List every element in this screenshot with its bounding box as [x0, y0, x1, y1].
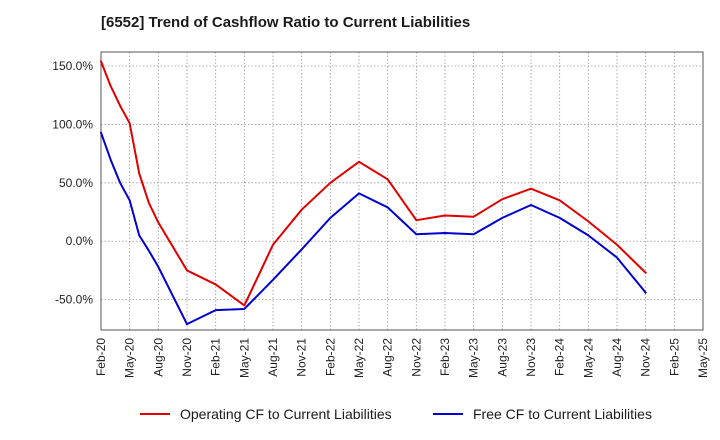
grid-layer [100, 52, 704, 330]
x-tick-label: Nov-24 [639, 338, 653, 377]
y-tick-label: 100.0% [52, 117, 93, 131]
y-tick-label: 150.0% [52, 59, 93, 73]
x-tick-label: Aug-20 [151, 338, 165, 377]
legend: Operating CF to Current Liabilities Free… [0, 406, 720, 424]
x-tick-label: Aug-23 [495, 338, 509, 377]
legend-label-free-cf: Free CF to Current Liabilities [473, 406, 652, 422]
legend-swatch-free-cf [433, 413, 463, 415]
plot-frame [100, 51, 704, 331]
x-tick-label: Aug-21 [266, 338, 280, 377]
x-tick-label: Feb-21 [209, 338, 223, 376]
y-tick-label: 50.0% [59, 176, 93, 190]
legend-swatch-operating-cf [140, 413, 170, 415]
legend-label-operating-cf: Operating CF to Current Liabilities [180, 406, 392, 422]
chart-title: [6552] Trend of Cashflow Ratio to Curren… [101, 14, 471, 31]
x-tick-label: Feb-25 [667, 338, 681, 376]
x-tick-label: Aug-22 [381, 338, 395, 377]
x-tick-label: May-25 [696, 338, 710, 378]
x-tick-label: Feb-23 [438, 338, 452, 376]
legend-item-operating-cf: Operating CF to Current Liabilities [140, 406, 392, 422]
x-tick-label: Nov-22 [409, 338, 423, 377]
axis-layer: 150.0% 100.0% 50.0% 0.0% -50.0% Feb-20 May-20 A… [52, 51, 710, 378]
x-tick-label: May-20 [123, 338, 137, 378]
x-tick-label: Nov-20 [180, 338, 194, 377]
series-line-free-cf [100, 131, 647, 326]
x-tick-label: Nov-23 [524, 338, 538, 377]
x-tick-label: Feb-20 [94, 338, 108, 376]
x-tick-label: Feb-22 [323, 338, 337, 376]
series-layer [100, 60, 647, 326]
x-tick-label: May-22 [352, 338, 366, 378]
x-tick-label: Feb-24 [553, 338, 567, 376]
legend-item-free-cf: Free CF to Current Liabilities [433, 406, 652, 422]
y-tick-label: 0.0% [66, 234, 94, 248]
x-tick-label: May-23 [467, 338, 481, 378]
series-line-operating-cf [100, 60, 647, 307]
x-tick-label: Aug-24 [610, 338, 624, 377]
y-tick-label: -50.0% [55, 293, 93, 307]
x-tick-label: May-24 [581, 338, 595, 378]
x-tick-label: May-21 [237, 338, 251, 378]
x-tick-label: Nov-21 [295, 338, 309, 377]
